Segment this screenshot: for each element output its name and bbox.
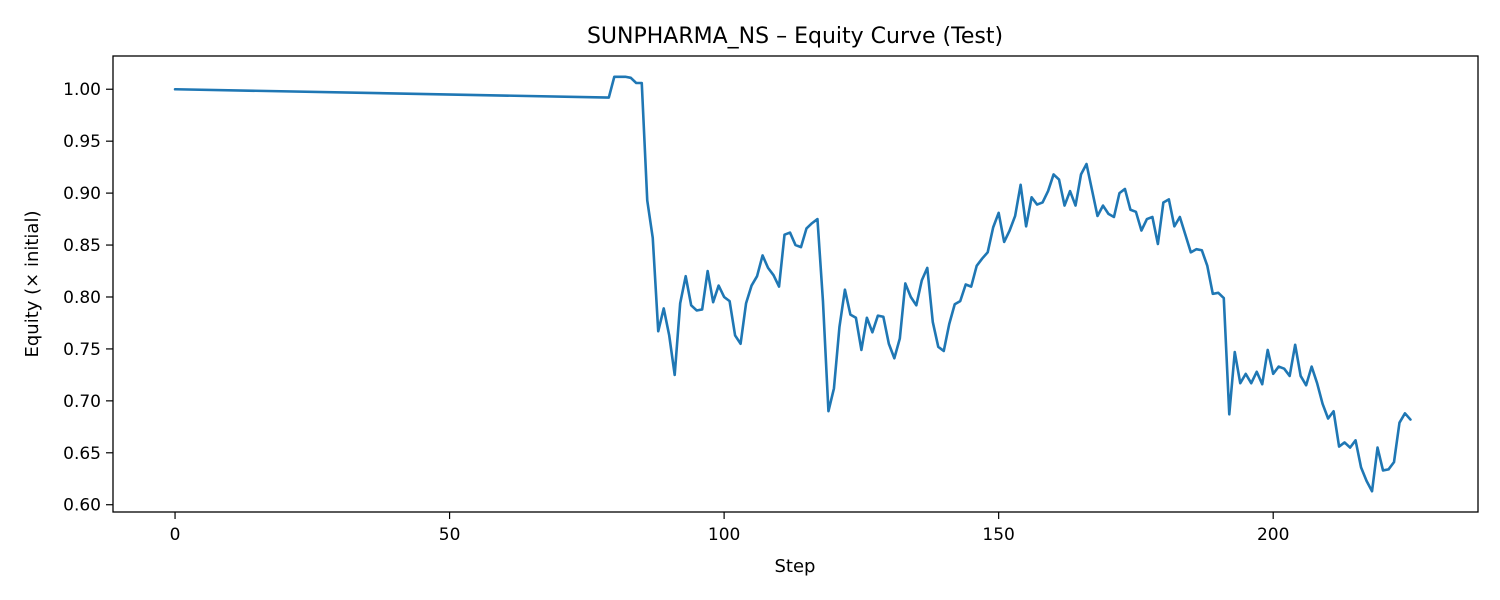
series-line-equity [173,75,1412,493]
y-axis-label: Equity (× initial) [22,211,43,358]
y-tick-label: 0.60 [63,496,101,516]
x-axis: 0 50 100 150 200 [170,512,1289,545]
chart-title: SUNPHARMA_NS – Equity Curve (Test) [587,24,1003,49]
y-tick-label: 1.00 [63,80,101,100]
plot-frame [112,55,1479,513]
series-layer [173,75,1412,493]
y-tick-label: 0.75 [63,340,101,360]
x-axis-label: Step [775,556,816,577]
y-axis: 0.60 0.65 0.70 0.75 0.80 0.85 0.90 0.95 1.00 [63,80,113,516]
y-tick-label: 0.70 [63,392,101,412]
y-tick-label: 0.65 [63,444,101,464]
x-tick-label: 0 [170,525,181,545]
x-tick-label: 200 [1257,525,1289,545]
y-tick-label: 0.80 [63,288,101,308]
y-tick-label: 0.85 [63,236,101,256]
x-tick-label: 50 [439,525,461,545]
y-tick-label: 0.95 [63,132,101,152]
x-tick-label: 100 [708,525,740,545]
x-tick-label: 150 [982,525,1014,545]
y-tick-label: 0.90 [63,184,101,204]
